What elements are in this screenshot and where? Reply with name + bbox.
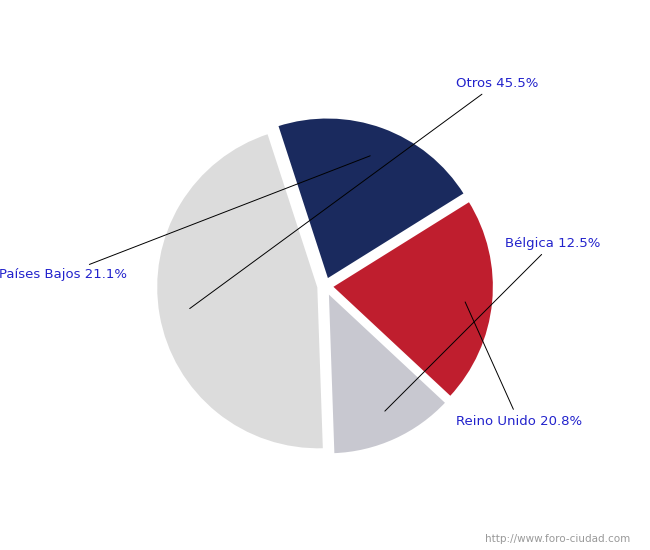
Wedge shape — [156, 133, 324, 449]
Wedge shape — [277, 118, 465, 279]
Wedge shape — [328, 292, 447, 454]
Text: Otros 45.5%: Otros 45.5% — [190, 77, 538, 309]
Text: Colmenar - Turistas extranjeros según país - Abril de 2024: Colmenar - Turistas extranjeros según pa… — [72, 20, 578, 38]
Text: http://www.foro-ciudad.com: http://www.foro-ciudad.com — [486, 535, 630, 544]
Text: Reino Unido 20.8%: Reino Unido 20.8% — [456, 302, 582, 428]
Text: Bélgica 12.5%: Bélgica 12.5% — [385, 236, 601, 411]
Text: Países Bajos 21.1%: Países Bajos 21.1% — [0, 156, 370, 281]
Wedge shape — [332, 201, 494, 397]
